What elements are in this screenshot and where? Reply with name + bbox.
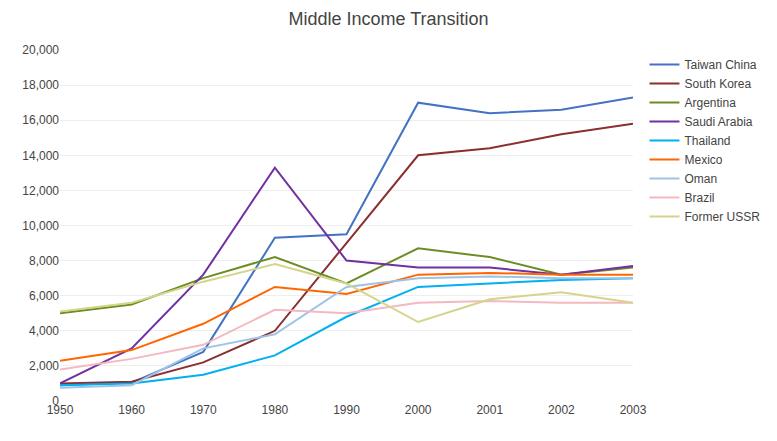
- svg-text:1950: 1950: [47, 403, 74, 417]
- svg-text:16,000: 16,000: [22, 113, 59, 127]
- svg-text:4,000: 4,000: [29, 324, 59, 338]
- svg-text:14,000: 14,000: [22, 149, 59, 163]
- svg-text:1970: 1970: [190, 403, 217, 417]
- svg-text:Former USSR: Former USSR: [684, 210, 760, 224]
- svg-text:Thailand: Thailand: [684, 134, 730, 148]
- svg-text:2000: 2000: [405, 403, 432, 417]
- svg-text:1960: 1960: [118, 403, 145, 417]
- svg-text:Taiwan China: Taiwan China: [684, 58, 756, 72]
- svg-text:Brazil: Brazil: [684, 191, 714, 205]
- svg-text:8,000: 8,000: [29, 254, 59, 268]
- svg-text:Mexico: Mexico: [684, 153, 722, 167]
- svg-text:Middle Income Transition: Middle Income Transition: [288, 9, 488, 29]
- svg-text:20,000: 20,000: [22, 43, 59, 57]
- svg-text:Argentina: Argentina: [684, 96, 736, 110]
- svg-text:1990: 1990: [333, 403, 360, 417]
- svg-text:10,000: 10,000: [22, 219, 59, 233]
- svg-text:18,000: 18,000: [22, 78, 59, 92]
- svg-text:South Korea: South Korea: [684, 77, 751, 91]
- svg-text:2002: 2002: [548, 403, 575, 417]
- svg-text:Saudi Arabia: Saudi Arabia: [684, 115, 752, 129]
- svg-text:0: 0: [52, 394, 59, 408]
- svg-text:1980: 1980: [262, 403, 289, 417]
- svg-text:2,000: 2,000: [29, 359, 59, 373]
- svg-text:Oman: Oman: [684, 172, 717, 186]
- svg-text:2003: 2003: [620, 403, 647, 417]
- svg-text:12,000: 12,000: [22, 184, 59, 198]
- svg-text:2001: 2001: [476, 403, 503, 417]
- svg-text:6,000: 6,000: [29, 289, 59, 303]
